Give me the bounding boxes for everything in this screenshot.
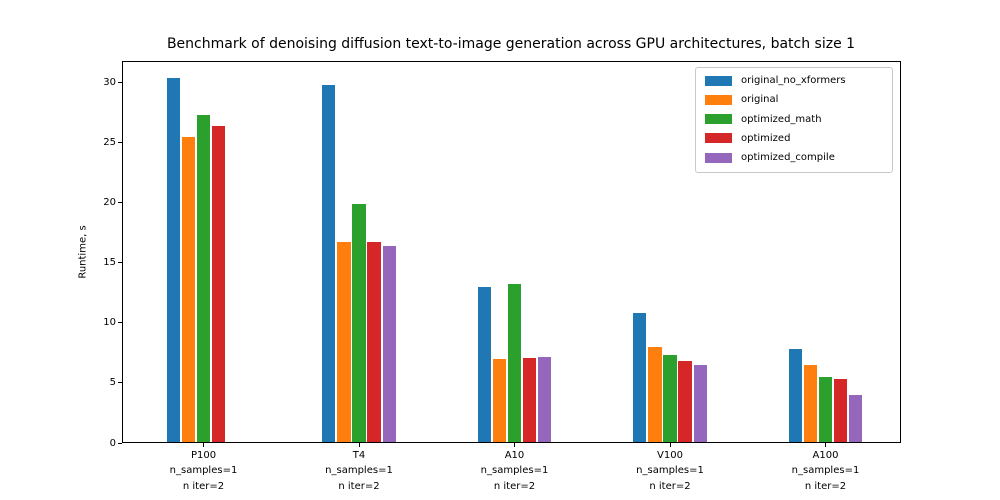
y-tick-label: 10 (103, 317, 116, 329)
y-tick-mark (118, 442, 122, 444)
legend-item-optimized_math: optimized_math (705, 112, 883, 127)
bar-original-a10 (492, 358, 507, 443)
legend-label: original (741, 94, 779, 106)
legend-swatch-optimized_compile (705, 152, 732, 163)
legend-swatch-optimized (705, 133, 732, 144)
bar-original_no_xformers-t4 (322, 85, 336, 443)
x-tick-label-a100: A100 n_samples=1 n iter=2 (791, 450, 860, 492)
bar-original_no_xformers-a100 (788, 349, 802, 443)
bar-original_no_xformers-a10 (477, 286, 491, 443)
legend-label: optimized_math (741, 113, 822, 125)
x-tick-mark (203, 443, 204, 447)
legend-label: original_no_xformers (741, 75, 846, 86)
legend-label: optimized (741, 132, 791, 144)
legend-item-optimized_compile: optimized_compile (705, 150, 883, 165)
chart-title: Benchmark of denoising diffusion text-to… (166, 36, 856, 52)
legend-item-original: original (705, 92, 883, 107)
bar-original-v100 (648, 346, 662, 443)
bar-optimized_math-t4 (352, 203, 366, 443)
bar-optimized-v100 (678, 361, 692, 443)
bar-optimized_math-a100 (818, 376, 833, 443)
legend-swatch-optimized_math (705, 114, 732, 125)
x-tick-label-t4: T4 n_samples=1 n iter=2 (325, 450, 393, 492)
bar-original_no_xformers-v100 (633, 313, 647, 443)
y-tick-label: 15 (103, 257, 116, 269)
legend-item-optimized: optimized (705, 131, 883, 146)
x-tick-mark (514, 443, 515, 447)
y-tick-mark (118, 322, 122, 324)
y-tick-label: 5 (109, 377, 116, 389)
bar-optimized-t4 (367, 242, 381, 443)
y-tick-mark (118, 202, 122, 204)
x-tick-label-a10: A10 n_samples=1 n iter=2 (480, 450, 549, 492)
y-tick-label: 20 (103, 197, 116, 209)
y-tick-mark (118, 382, 122, 384)
bar-optimized-a100 (833, 379, 848, 443)
y-tick-mark (118, 262, 122, 264)
legend: original_no_xformers original optimized_ma… (695, 67, 893, 174)
y-tick-mark (118, 82, 122, 84)
y-tick-mark (118, 142, 122, 144)
legend-swatch-original_no_xformers (705, 75, 732, 86)
bar-optimized_compile-a10 (538, 356, 552, 443)
bar-optimized-p100 (211, 125, 226, 443)
x-tick-label-p100: P100 n_samples=1 n iter=2 (169, 450, 238, 492)
y-tick-label: 25 (103, 137, 116, 149)
legend-item-original_no_xformers: original_no_xformers (705, 73, 883, 88)
bar-original-t4 (337, 242, 351, 443)
bar-optimized_math-a10 (507, 284, 522, 443)
bar-optimized_math-p100 (196, 115, 211, 443)
bar-optimized-a10 (522, 357, 537, 443)
x-tick-mark (669, 443, 671, 447)
x-tick-mark (825, 443, 826, 447)
bar-original-p100 (181, 136, 196, 443)
bar-optimized_math-v100 (663, 355, 677, 443)
x-tick-label-v100: V100 n_samples=1 n iter=2 (636, 450, 704, 492)
legend-swatch-original (705, 94, 732, 105)
bar-original-a100 (803, 364, 818, 443)
bar-optimized_compile-v100 (693, 364, 707, 443)
bar-optimized_compile-a100 (849, 394, 863, 443)
y-tick-label: 30 (103, 77, 116, 89)
y-axis-label: Runtime, s (77, 225, 89, 279)
legend-label: optimized_compile (741, 152, 835, 164)
bar-optimized_compile-t4 (382, 245, 396, 443)
bar-original_no_xformers-p100 (166, 77, 180, 443)
y-tick-label: 0 (109, 437, 116, 449)
x-tick-mark (358, 443, 360, 447)
